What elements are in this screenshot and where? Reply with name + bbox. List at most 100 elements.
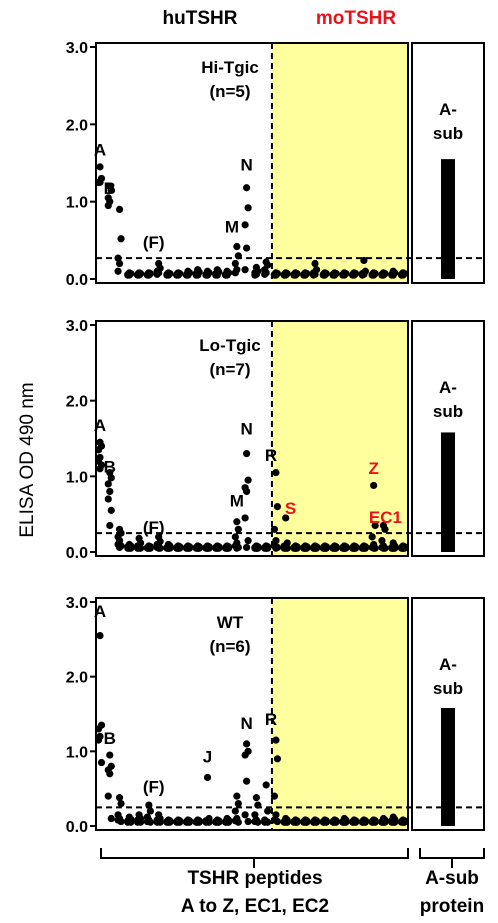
data-point xyxy=(104,792,112,800)
data-point xyxy=(361,818,370,826)
data-point xyxy=(309,271,318,279)
point-label: (F) xyxy=(143,518,165,537)
data-point xyxy=(358,271,367,279)
data-point xyxy=(231,533,239,541)
data-point xyxy=(164,544,173,552)
data-point xyxy=(243,450,251,458)
data-point xyxy=(115,794,124,802)
data-point xyxy=(182,271,191,279)
panel-title-line: (n=7) xyxy=(209,360,250,379)
data-point xyxy=(371,521,379,530)
protein-frame xyxy=(411,42,485,284)
data-point xyxy=(329,271,337,279)
protein-frame xyxy=(411,320,485,557)
data-point xyxy=(185,818,194,826)
data-point xyxy=(203,773,212,782)
data-point xyxy=(194,544,202,552)
y-tick-label: 3.0 xyxy=(66,40,88,57)
data-point xyxy=(243,740,251,748)
data-point xyxy=(205,818,213,826)
data-point xyxy=(340,544,348,552)
data-point xyxy=(379,544,388,552)
protein-bracket xyxy=(419,848,485,868)
y-tick-label: 2.0 xyxy=(66,394,88,411)
mouse-region xyxy=(271,43,408,283)
data-point xyxy=(96,163,104,171)
data-point xyxy=(106,770,114,778)
data-point xyxy=(96,632,104,640)
data-point xyxy=(233,518,241,526)
data-point xyxy=(153,270,161,278)
data-point xyxy=(244,476,252,484)
data-point xyxy=(378,271,386,279)
data-point xyxy=(115,259,124,268)
data-point xyxy=(391,818,399,826)
y-tick-label: 3.0 xyxy=(66,318,88,335)
data-point xyxy=(311,259,319,268)
data-point xyxy=(114,254,122,262)
data-point xyxy=(381,525,389,533)
peptides-label-line2: A to Z, EC1, EC2 xyxy=(181,896,329,917)
data-point xyxy=(270,792,279,800)
protein-label-line2: protein xyxy=(420,896,484,917)
data-point xyxy=(115,543,124,552)
data-point xyxy=(96,465,104,473)
data-point xyxy=(370,481,378,490)
data-point xyxy=(213,544,221,552)
point-label: B xyxy=(104,458,116,477)
point-label: A xyxy=(94,602,106,621)
data-point xyxy=(234,525,242,533)
data-point xyxy=(350,544,358,552)
data-point xyxy=(104,495,112,503)
mouse-region xyxy=(271,321,408,556)
data-point xyxy=(400,818,409,826)
bar-label-line: A- xyxy=(439,655,457,674)
panel-title-line: Hi-Tgic xyxy=(201,58,259,77)
y-tick-label: 0.0 xyxy=(66,272,88,289)
y-tick-label: 0.0 xyxy=(66,819,88,836)
data-point xyxy=(290,271,298,279)
panel-title-line: Lo-Tgic xyxy=(199,336,260,355)
data-point xyxy=(133,271,142,279)
data-point xyxy=(332,818,340,826)
data-point xyxy=(176,818,184,826)
data-point xyxy=(381,818,389,826)
point-label: EC1 xyxy=(369,508,402,527)
point-label: Z xyxy=(368,459,378,478)
data-point xyxy=(371,818,379,826)
data-point xyxy=(107,506,115,514)
data-point xyxy=(282,514,290,522)
data-point xyxy=(368,271,376,279)
data-point xyxy=(368,533,376,541)
data-point xyxy=(273,817,282,826)
data-point xyxy=(107,474,115,482)
data-point xyxy=(311,544,319,552)
data-point xyxy=(155,544,163,552)
data-point xyxy=(233,792,241,800)
data-point xyxy=(303,818,311,826)
data-point xyxy=(293,818,301,826)
point-label: B xyxy=(104,179,116,198)
data-point xyxy=(224,818,233,826)
panel-3: 0.0 1.0 2.0 3.0 A B (F) J N R WT (n=6) A-sub xyxy=(66,595,485,836)
data-point xyxy=(146,818,154,826)
data-point xyxy=(97,758,106,767)
data-point xyxy=(143,271,151,279)
data-point xyxy=(321,544,329,552)
data-point xyxy=(135,544,143,552)
data-point xyxy=(115,205,124,213)
panel-2: 0.0 1.0 2.0 3.0 A B (F) M NR S Z EC1 Lo-Tgic (n=7) A-s… xyxy=(66,318,485,562)
data-point xyxy=(243,543,251,552)
data-point xyxy=(273,755,282,763)
data-point xyxy=(233,242,241,251)
point-label: R xyxy=(265,710,277,729)
peptides-label-line1: TSHR peptides xyxy=(187,868,322,889)
data-point xyxy=(221,271,230,279)
y-tick-label: 1.0 xyxy=(66,469,88,486)
plot-frame xyxy=(95,42,409,284)
data-point xyxy=(261,270,269,278)
data-point xyxy=(114,267,122,275)
data-point xyxy=(106,751,114,759)
a-sub-bar xyxy=(441,159,455,279)
data-point xyxy=(291,544,300,552)
